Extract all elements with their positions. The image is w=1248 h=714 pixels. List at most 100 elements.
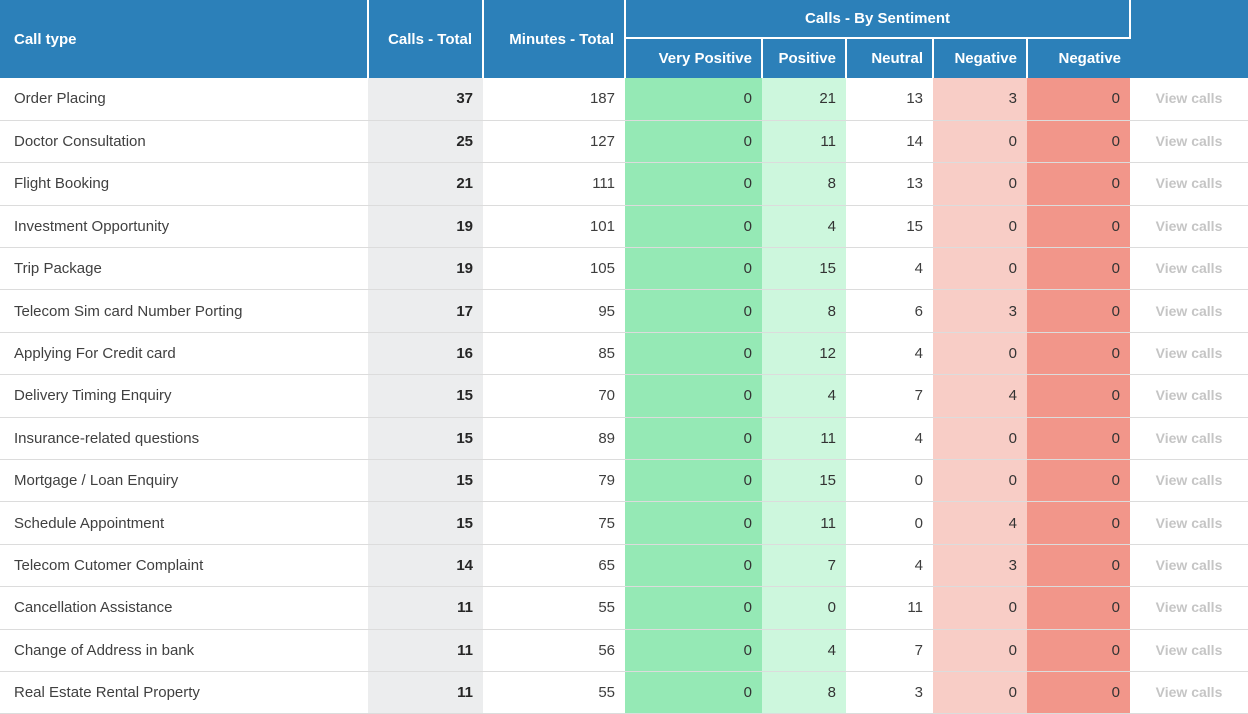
view-calls-link[interactable]: View calls	[1155, 175, 1223, 192]
minutes-total-cell: 111	[483, 162, 625, 206]
table-row: Telecom Sim card Number Porting 17 95 0 8 6 3 0…	[0, 289, 1248, 333]
table-row: Order Placing 37 187 0 21 13 3 0 View calls	[0, 78, 1248, 121]
negative-count-cell: 0	[933, 120, 1027, 164]
very-positive-count-cell: 0	[625, 78, 762, 121]
negative-count-cell: 0	[933, 459, 1027, 503]
calls-total-cell: 15	[368, 417, 483, 461]
view-calls-link[interactable]: View calls	[1155, 260, 1223, 277]
minutes-total-cell: 56	[483, 629, 625, 672]
calls-total-cell: 21	[368, 162, 483, 206]
calls-total-cell: 19	[368, 205, 483, 249]
very-negative-count-cell: 0	[1027, 374, 1131, 418]
view-calls-link[interactable]: View calls	[1155, 387, 1223, 404]
view-calls-cell: View calls	[1130, 417, 1248, 461]
neutral-count-cell: 0	[846, 459, 933, 503]
negative-count-cell: 0	[933, 629, 1027, 672]
column-header-neutral: Neutral	[846, 38, 934, 78]
view-calls-link[interactable]: View calls	[1155, 345, 1223, 362]
view-calls-link[interactable]: View calls	[1155, 472, 1223, 489]
view-calls-link[interactable]: View calls	[1155, 90, 1223, 107]
view-calls-link[interactable]: View calls	[1155, 556, 1223, 573]
negative-count-cell: 0	[933, 247, 1027, 291]
neutral-count-cell: 4	[846, 247, 933, 291]
calls-total-cell: 15	[368, 501, 483, 545]
view-calls-link[interactable]: View calls	[1155, 133, 1223, 150]
table-row: Applying For Credit card 16 85 0 12 4 0 0 View c…	[0, 332, 1248, 376]
call-type-cell: Trip Package	[0, 247, 368, 291]
very-positive-count-cell: 0	[625, 417, 762, 461]
very-positive-count-cell: 0	[625, 629, 762, 672]
positive-count-cell: 0	[762, 586, 846, 630]
positive-count-cell: 21	[762, 78, 846, 121]
very-positive-count-cell: 0	[625, 332, 762, 376]
call-type-cell: Real Estate Rental Property	[0, 671, 368, 714]
view-calls-link[interactable]: View calls	[1155, 217, 1223, 234]
view-calls-link[interactable]: View calls	[1155, 599, 1223, 616]
table-row: Cancellation Assistance 11 55 0 0 11 0 0 View ca…	[0, 586, 1248, 630]
calls-total-cell: 16	[368, 332, 483, 376]
minutes-total-cell: 55	[483, 671, 625, 714]
positive-count-cell: 7	[762, 544, 846, 588]
very-positive-count-cell: 0	[625, 374, 762, 418]
negative-count-cell: 3	[933, 544, 1027, 588]
call-type-cell: Order Placing	[0, 78, 368, 121]
view-calls-cell: View calls	[1130, 120, 1248, 164]
positive-count-cell: 4	[762, 205, 846, 249]
view-calls-link[interactable]: View calls	[1155, 514, 1223, 531]
call-type-cell: Flight Booking	[0, 162, 368, 206]
very-negative-count-cell: 0	[1027, 78, 1131, 121]
view-calls-link[interactable]: View calls	[1155, 429, 1223, 446]
call-type-cell: Delivery Timing Enquiry	[0, 374, 368, 418]
calls-total-cell: 11	[368, 671, 483, 714]
table-row: Mortgage / Loan Enquiry 15 79 0 15 0 0 0 View ca…	[0, 459, 1248, 503]
neutral-count-cell: 4	[846, 332, 933, 376]
negative-count-cell: 0	[933, 332, 1027, 376]
negative-count-cell: 3	[933, 289, 1027, 333]
call-type-cell: Doctor Consultation	[0, 120, 368, 164]
view-calls-link[interactable]: View calls	[1155, 302, 1223, 319]
calls-total-cell: 15	[368, 459, 483, 503]
view-calls-link[interactable]: View calls	[1155, 641, 1223, 658]
view-calls-cell: View calls	[1130, 247, 1248, 291]
table-body: Order Placing 37 187 0 21 13 3 0 View calls Docto…	[0, 78, 1248, 714]
very-positive-count-cell: 0	[625, 544, 762, 588]
column-group-header-calls-by-sentiment: Calls - By Sentiment	[625, 0, 1132, 39]
neutral-count-cell: 7	[846, 629, 933, 672]
column-header-view-calls-blank	[1130, 0, 1248, 78]
very-negative-count-cell: 0	[1027, 501, 1131, 545]
positive-count-cell: 15	[762, 459, 846, 503]
column-header-very-negative: Negative	[1027, 38, 1131, 78]
column-header-very-positive: Very Positive	[625, 38, 763, 78]
table-row: Telecom Cutomer Complaint 14 65 0 7 4 3 0 View c…	[0, 544, 1248, 588]
positive-count-cell: 8	[762, 162, 846, 206]
column-header-minutes-total: Minutes - Total	[483, 0, 626, 78]
call-type-cell: Change of Address in bank	[0, 629, 368, 672]
neutral-count-cell: 14	[846, 120, 933, 164]
minutes-total-cell: 65	[483, 544, 625, 588]
very-positive-count-cell: 0	[625, 289, 762, 333]
very-negative-count-cell: 0	[1027, 459, 1131, 503]
very-positive-count-cell: 0	[625, 501, 762, 545]
very-negative-count-cell: 0	[1027, 247, 1131, 291]
view-calls-cell: View calls	[1130, 205, 1248, 249]
view-calls-link[interactable]: View calls	[1155, 684, 1223, 701]
column-header-positive: Positive	[762, 38, 847, 78]
positive-count-cell: 11	[762, 501, 846, 545]
very-negative-count-cell: 0	[1027, 629, 1131, 672]
minutes-total-cell: 55	[483, 586, 625, 630]
table-header: Call type Calls - Total Minutes - Total …	[0, 0, 1248, 78]
view-calls-cell: View calls	[1130, 459, 1248, 503]
call-type-cell: Applying For Credit card	[0, 332, 368, 376]
column-header-calls-total: Calls - Total	[368, 0, 484, 78]
table-row: Doctor Consultation 25 127 0 11 14 0 0 View call…	[0, 120, 1248, 164]
calls-total-cell: 15	[368, 374, 483, 418]
table-row: Schedule Appointment 15 75 0 11 0 4 0 View calls	[0, 501, 1248, 545]
positive-count-cell: 4	[762, 629, 846, 672]
neutral-count-cell: 3	[846, 671, 933, 714]
view-calls-cell: View calls	[1130, 332, 1248, 376]
negative-count-cell: 0	[933, 586, 1027, 630]
call-type-cell: Insurance-related questions	[0, 417, 368, 461]
view-calls-cell: View calls	[1130, 544, 1248, 588]
very-positive-count-cell: 0	[625, 247, 762, 291]
